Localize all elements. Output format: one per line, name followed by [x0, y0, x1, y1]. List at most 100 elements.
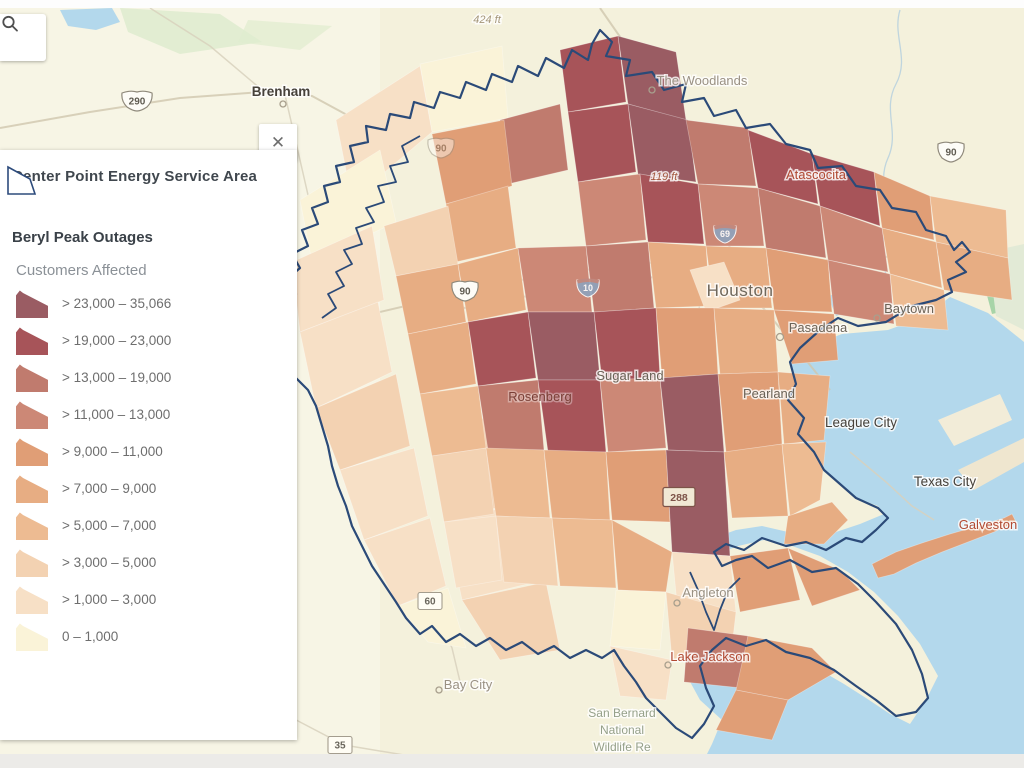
service-area-boundary: [282, 28, 972, 740]
legend-panel: Center Point Energy Service Area Beryl P…: [0, 150, 297, 740]
choropleth-region[interactable]: [567, 103, 637, 183]
us90-east-shield: 90: [937, 141, 965, 163]
choropleth-region[interactable]: [787, 547, 861, 607]
choropleth-region[interactable]: [781, 441, 827, 517]
choropleth-region[interactable]: [407, 321, 477, 395]
close-icon: ✕: [270, 132, 286, 152]
town-marker: [435, 686, 443, 694]
choropleth-region[interactable]: [419, 385, 487, 457]
us290-shield: 290: [121, 90, 153, 112]
park-label-line3: Wildlife Re: [593, 740, 651, 754]
choropleth-region[interactable]: [299, 301, 393, 409]
choropleth-region[interactable]: [395, 263, 467, 335]
choropleth-region[interactable]: [777, 371, 831, 445]
choropleth-region[interactable]: [599, 377, 667, 453]
choropleth-region[interactable]: [431, 119, 513, 205]
choropleth-region[interactable]: [713, 307, 779, 375]
legend-label: > 7,000 – 9,000: [62, 481, 157, 496]
legend-row: > 23,000 – 35,066: [12, 285, 285, 322]
choropleth-region[interactable]: [585, 241, 655, 313]
choropleth-region[interactable]: [655, 307, 719, 379]
choropleth-region[interactable]: [627, 103, 697, 183]
choropleth-region[interactable]: [729, 547, 801, 613]
choropleth-region[interactable]: [765, 247, 833, 313]
choropleth-region[interactable]: [467, 311, 537, 387]
vegetation-patch: [120, 8, 262, 54]
choropleth-region[interactable]: [717, 371, 783, 453]
search-button[interactable]: [0, 14, 46, 61]
choropleth-region[interactable]: [723, 443, 789, 519]
bottom-strip: [0, 754, 1024, 768]
elevation-label-424: 424 ft: [473, 14, 501, 26]
legend-row: > 9,000 – 11,000: [12, 433, 285, 470]
choropleth-region[interactable]: [639, 173, 705, 245]
choropleth-region[interactable]: [577, 173, 647, 247]
park-label-line2: National: [600, 723, 644, 737]
city-label-lake-jackson: Lake Jackson: [670, 649, 750, 664]
choropleth-region[interactable]: [485, 447, 551, 519]
service-area-title: Center Point Energy Service Area: [12, 168, 258, 185]
svg-text:69: 69: [720, 229, 730, 239]
bolivar-peninsula: [958, 438, 1024, 490]
choropleth-region[interactable]: [811, 153, 881, 227]
choropleth-region[interactable]: [291, 225, 385, 333]
legend-swatch: [16, 475, 48, 503]
choropleth-region[interactable]: [543, 449, 611, 521]
choropleth-region[interactable]: [527, 311, 601, 381]
choropleth-region[interactable]: [735, 635, 837, 701]
legend-row: 0 – 1,000: [12, 618, 285, 655]
town-marker: [775, 332, 785, 342]
svg-text:35: 35: [334, 741, 346, 752]
choropleth-region[interactable]: [495, 515, 559, 587]
choropleth-region[interactable]: [605, 449, 671, 523]
galveston-island[interactable]: [871, 513, 1017, 579]
choropleth-region[interactable]: [715, 689, 789, 741]
choropleth-region[interactable]: [517, 245, 593, 313]
choropleth-region[interactable]: [551, 517, 617, 589]
choropleth-region[interactable]: [609, 645, 673, 701]
city-label-sugar-land: Sugar Land: [596, 368, 663, 383]
choropleth-region[interactable]: [935, 241, 1013, 301]
choropleth-region[interactable]: [609, 589, 667, 651]
choropleth-layer[interactable]: [291, 35, 1017, 741]
town-marker: [648, 86, 656, 94]
legend-row: > 3,000 – 5,000: [12, 544, 285, 581]
choropleth-region[interactable]: [783, 501, 849, 545]
city-label-angleton: Angleton: [682, 585, 733, 600]
choropleth-region[interactable]: [299, 149, 397, 263]
legend-label: > 1,000 – 3,000: [62, 592, 157, 607]
choropleth-region[interactable]: [443, 515, 503, 589]
choropleth-region[interactable]: [757, 187, 827, 259]
tx288-shield: 288: [662, 486, 696, 508]
choropleth-region[interactable]: [559, 35, 627, 113]
choropleth-region[interactable]: [889, 273, 949, 331]
choropleth-region[interactable]: [685, 119, 757, 187]
town-marker: [673, 599, 681, 607]
legend-row: > 11,000 – 13,000: [12, 396, 285, 433]
choropleth-region[interactable]: [315, 373, 411, 471]
choropleth-region[interactable]: [431, 447, 495, 523]
city-label-woodlands: The Woodlands: [657, 73, 748, 88]
choropleth-region[interactable]: [457, 247, 527, 323]
choropleth-region[interactable]: [689, 261, 741, 313]
choropleth-region[interactable]: [339, 447, 429, 541]
vegetation-patch: [238, 20, 332, 50]
city-label-pearland: Pearland: [743, 386, 795, 401]
us90-shield-faint: 90: [427, 137, 455, 159]
svg-text:290: 290: [129, 97, 146, 108]
legend-subtitle: Customers Affected: [16, 262, 147, 279]
choropleth-region[interactable]: [363, 517, 447, 607]
lake: [60, 8, 120, 30]
choropleth-region[interactable]: [827, 259, 895, 325]
choropleth-region[interactable]: [773, 309, 839, 365]
choropleth-region[interactable]: [819, 205, 889, 273]
city-label-pasadena: Pasadena: [789, 320, 848, 335]
park-label-line1: San Bernard: [588, 706, 655, 720]
choropleth-region[interactable]: [881, 227, 943, 289]
city-label-league-city: League City: [825, 415, 897, 430]
legend-label: > 5,000 – 7,000: [62, 518, 157, 533]
city-label-texas-city: Texas City: [914, 474, 977, 489]
choropleth-region[interactable]: [659, 373, 725, 453]
choropleth-region[interactable]: [873, 171, 935, 241]
